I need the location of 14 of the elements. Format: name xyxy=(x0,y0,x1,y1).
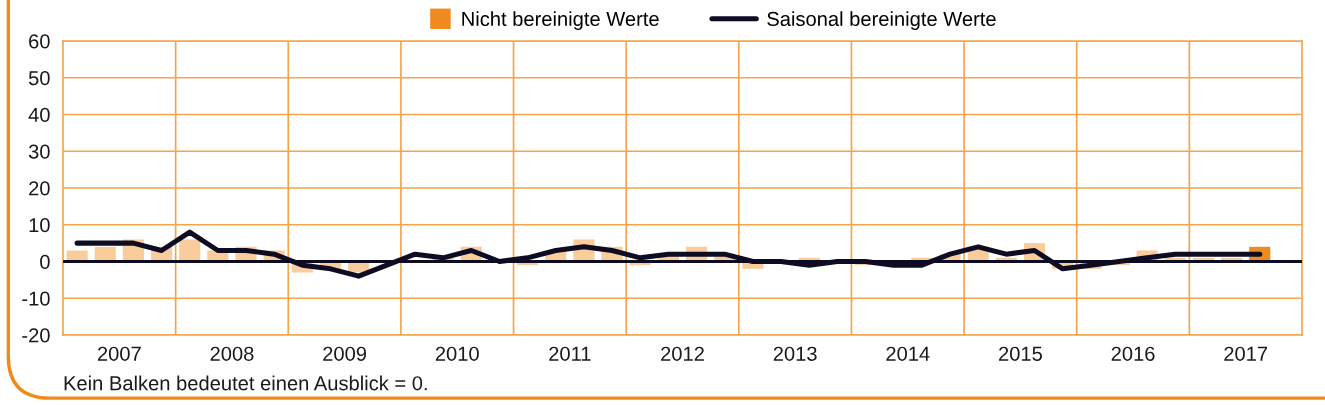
x-tick-label: 2008 xyxy=(210,346,254,361)
x-tick-label: 2017 xyxy=(1224,346,1268,361)
x-tick-label: 2010 xyxy=(435,346,479,361)
x-tick-label: 2012 xyxy=(661,346,704,361)
legend-label: Nicht bereinigte Werte xyxy=(462,11,659,31)
x-tick-label: 2015 xyxy=(999,346,1042,361)
legend-label: Saisonal bereinigte Werte xyxy=(767,11,996,31)
x-tick-label: 2016 xyxy=(1111,346,1155,361)
x-tick-label: 2007 xyxy=(97,346,141,361)
x-tick-label: 2009 xyxy=(323,346,367,361)
text: Kein Balken bedeutet einen Ausblick = 0. xyxy=(64,375,427,391)
x-tick-label: 2011 xyxy=(549,346,591,361)
x-tick-label: 2013 xyxy=(773,346,817,361)
x-tick-label: 2014 xyxy=(886,346,930,361)
